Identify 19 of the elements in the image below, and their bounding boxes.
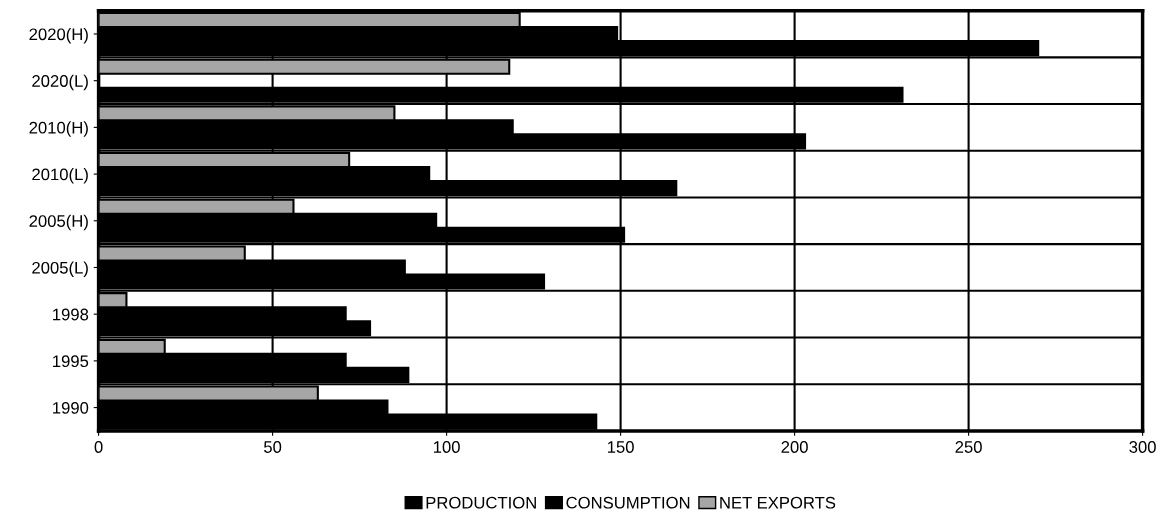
legend-label: CONSUMPTION <box>566 496 690 509</box>
legend-label: NET EXPORTS <box>720 496 836 509</box>
x-tick-label: 50 <box>264 441 282 453</box>
x-tick-label: 300 <box>1129 441 1156 453</box>
legend-label: PRODUCTION <box>426 496 536 509</box>
y-tick-label: 1995 <box>53 355 89 368</box>
x-tick-label: 100 <box>433 441 460 453</box>
y-tick-label: 2020(H) <box>29 27 88 44</box>
y-tick-label: 1998 <box>53 308 89 321</box>
y-tick-label: 2005(L) <box>32 261 88 277</box>
y-tick-label: 2020(L) <box>32 74 88 91</box>
x-tick-label: 0 <box>94 441 103 453</box>
y-tick-label: 2010(H) <box>29 121 88 137</box>
y-tick-label: 2010(L) <box>32 168 88 184</box>
y-tick-label: 2005(H) <box>29 214 88 231</box>
x-tick-label: 200 <box>781 441 808 453</box>
y-tick-label: 1990 <box>53 401 89 414</box>
x-tick-label: 250 <box>955 441 982 453</box>
x-tick-label: 150 <box>607 441 634 453</box>
